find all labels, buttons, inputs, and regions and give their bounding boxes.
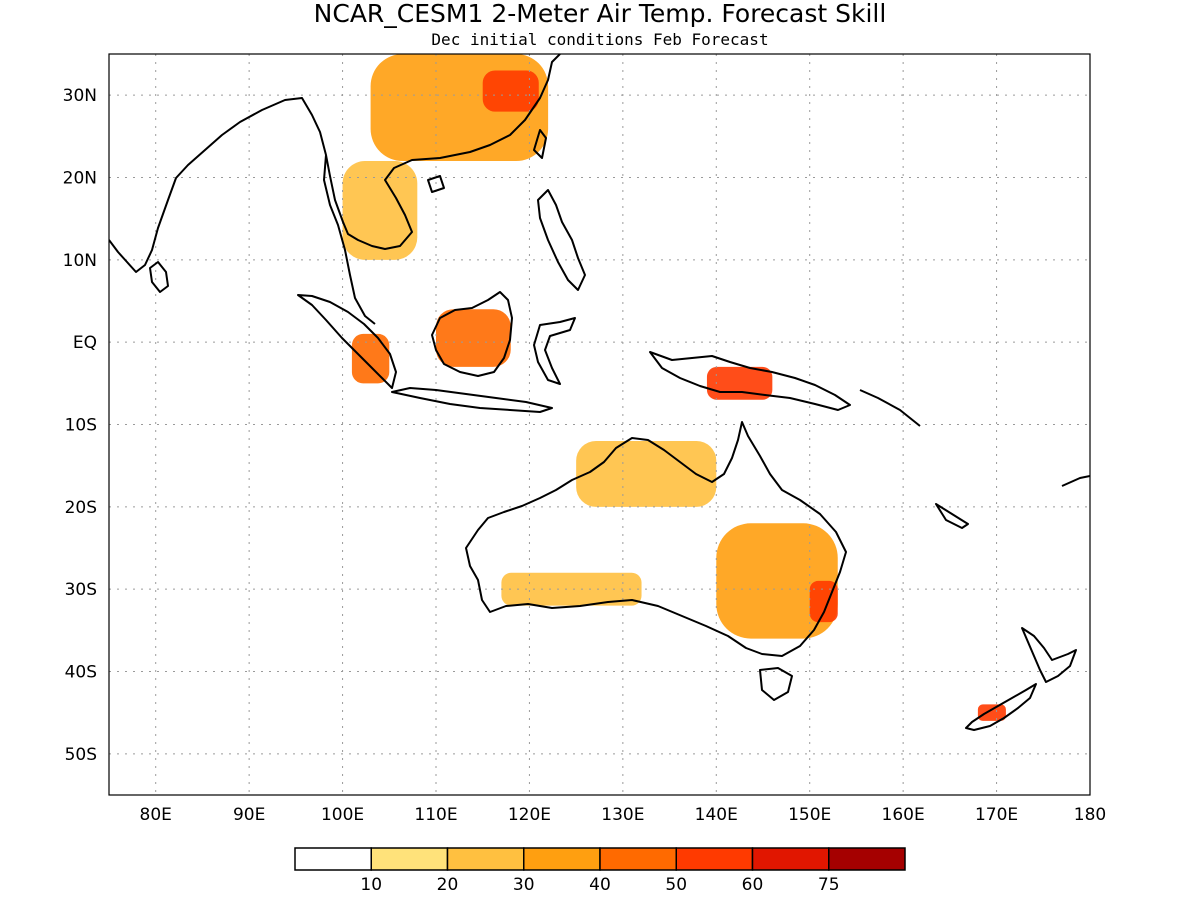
colorbar-swatch-4 (599, 847, 677, 871)
colorbar-swatch-3 (523, 847, 601, 871)
lat-tick-label: 40S (65, 663, 97, 683)
coastline-new-zealand-north (1021, 627, 1077, 683)
lon-tick-label: 130E (601, 805, 644, 825)
colorbar-swatch-2 (446, 847, 525, 871)
coastline-malay-peninsula (323, 154, 376, 325)
colorbar-label: 40 (589, 875, 611, 895)
lon-tick-label: 120E (508, 805, 551, 825)
coastline-layer (109, 54, 1090, 731)
coastline-hainan (427, 175, 445, 193)
coastline-philippines (537, 189, 586, 291)
map-frame (108, 53, 1091, 796)
colorbar-swatch-5 (675, 847, 754, 871)
colorbar-label: 60 (742, 875, 764, 895)
colorbar-swatch-0 (294, 847, 372, 871)
skill-region-1 (482, 70, 539, 112)
coastline-australia (465, 421, 847, 657)
lon-tick-label: 150E (788, 805, 831, 825)
lat-tick-label: 30N (63, 86, 97, 106)
lon-tick-label: 160E (882, 805, 925, 825)
coastline-taiwan (533, 129, 547, 159)
lat-tick-label: 10N (63, 251, 97, 271)
lat-lon-grid (109, 54, 1090, 795)
colorbar-label: 50 (665, 875, 687, 895)
lat-tick-label: EQ (73, 333, 97, 353)
lon-tick-label: 180 (1074, 805, 1106, 825)
map-title: NCAR_CESM1 2-Meter Air Temp. Forecast Sk… (314, 0, 887, 28)
coastline-new-guinea (649, 351, 851, 411)
colorbar-swatch-7 (828, 847, 906, 871)
skill-region-8 (809, 580, 838, 623)
skill-region-3 (351, 333, 390, 384)
axis-tick-labels: 80E 90E 100E 110E 120E 130E 140E 150E 160E 170E 18… (63, 86, 1107, 825)
lat-tick-label: 10S (65, 416, 97, 436)
lon-tick-label: 100E (321, 805, 364, 825)
colorbar-swatch-6 (751, 847, 830, 871)
coastline-new-zealand-south (965, 683, 1037, 731)
lon-tick-label: 110E (414, 805, 457, 825)
colorbar-label: 20 (437, 875, 459, 895)
colorbar-label: 75 (818, 875, 840, 895)
skill-shading-layer (342, 54, 1006, 721)
coastline-borneo (431, 291, 513, 377)
lat-tick-label: 20N (63, 169, 97, 189)
colorbar-label: 30 (513, 875, 535, 895)
colorbar-swatch-1 (370, 847, 449, 871)
colorbar: 10 20 30 40 50 60 75 (294, 847, 906, 895)
lat-tick-label: 50S (65, 745, 97, 765)
skill-region-4 (436, 309, 511, 367)
coastline-asia (109, 54, 561, 273)
coastline-new-caledonia (935, 503, 969, 529)
skill-region-10 (977, 704, 1006, 721)
lon-tick-label: 170E (975, 805, 1018, 825)
coastline-java (391, 387, 553, 413)
coastline-sulawesi (533, 317, 576, 385)
lon-tick-label: 140E (695, 805, 738, 825)
coastline-sumatra (297, 294, 397, 389)
lon-tick-label: 80E (140, 805, 172, 825)
lon-tick-label: 90E (233, 805, 265, 825)
skill-region-9 (501, 572, 642, 606)
coastline-sri-lanka (149, 261, 169, 293)
skill-region-2 (342, 161, 418, 260)
lat-tick-label: 20S (65, 498, 97, 518)
colorbar-label: 10 (360, 875, 382, 895)
coastline-tasmania (759, 667, 793, 701)
coastline-pacific-islands (859, 389, 1090, 487)
map-subtitle: Dec initial conditions Feb Forecast (431, 30, 768, 49)
skill-region-6 (576, 440, 717, 507)
lat-tick-label: 30S (65, 580, 97, 600)
skill-region-7 (716, 523, 838, 639)
